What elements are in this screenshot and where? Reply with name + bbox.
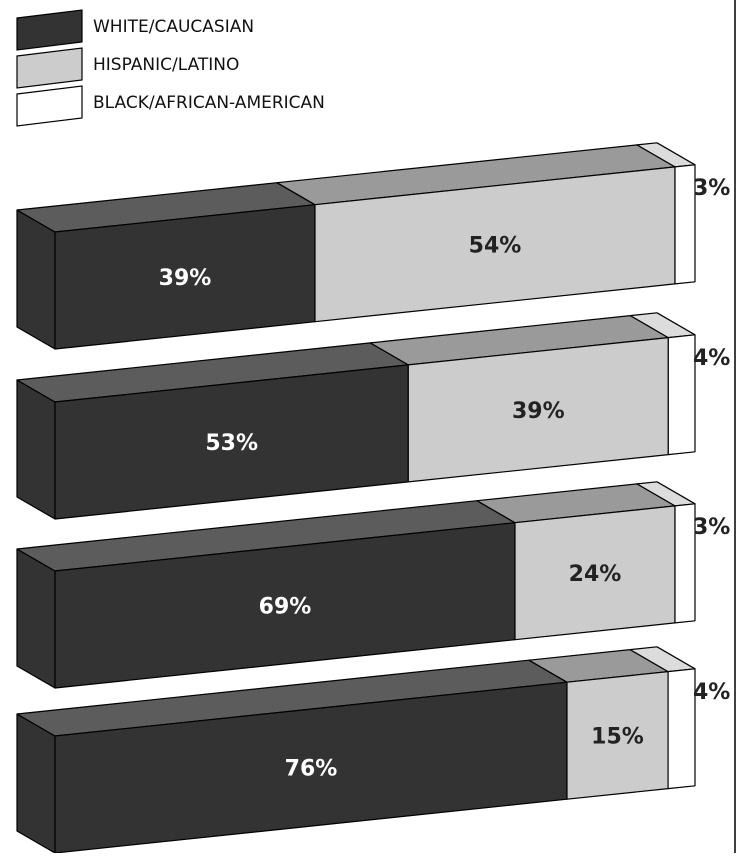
bar-2: 53% 39% 4% <box>16 312 730 520</box>
bar-4: 76% 15% 4% <box>16 646 730 854</box>
bar-4-segment-black-african-american <box>667 668 696 790</box>
bar-3-segment-black-african-american <box>674 503 696 624</box>
legend: WHITE/CAUCASIAN HISPANIC/LATINO BLACK/AFRI… <box>16 9 325 127</box>
bar-1-segment-black-african-american <box>674 164 696 285</box>
bar-4-label-hispanic-latino: 15% <box>591 724 644 749</box>
bar-2-segment-black-african-american <box>667 334 696 456</box>
bar-2-label-white-caucasian: 53% <box>205 431 258 456</box>
legend-swatch-white-caucasian <box>16 9 83 51</box>
legend-label-hispanic-latino: HISPANIC/LATINO <box>93 55 239 75</box>
bar-2-label-hispanic-latino: 39% <box>512 399 565 424</box>
legend-label-white-caucasian: WHITE/CAUCASIAN <box>93 17 254 37</box>
bar-1-label-hispanic-latino: 54% <box>469 233 522 258</box>
bar-4-label-white-caucasian: 76% <box>285 757 338 782</box>
legend-swatch-black-african-american <box>16 85 83 127</box>
legend-label-black-african-american: BLACK/AFRICAN-AMERICAN <box>93 93 325 113</box>
bar-3-label-white-caucasian: 69% <box>259 594 312 619</box>
bars: 39% 54% 3% 53% 39% 4% 69% 24% 3% 76% 15% 4% <box>16 142 730 854</box>
bar-3-label-hispanic-latino: 24% <box>569 562 622 587</box>
bar-2-end-face <box>16 379 56 520</box>
legend-swatch-hispanic-latino <box>16 47 83 89</box>
bar-2-label-black-african-american: 4% <box>693 346 730 371</box>
bar-1-label-black-african-american: 3% <box>693 176 730 201</box>
bar-1-end-face <box>16 209 56 350</box>
bar-1: 39% 54% 3% <box>16 142 730 350</box>
bar-3: 69% 24% 3% <box>16 481 730 689</box>
bar-3-end-face <box>16 548 56 689</box>
bar-4-label-black-african-american: 4% <box>693 680 730 705</box>
bar-4-end-face <box>16 713 56 854</box>
bar-1-label-white-caucasian: 39% <box>159 266 212 291</box>
bar-3-label-black-african-american: 3% <box>693 515 730 540</box>
